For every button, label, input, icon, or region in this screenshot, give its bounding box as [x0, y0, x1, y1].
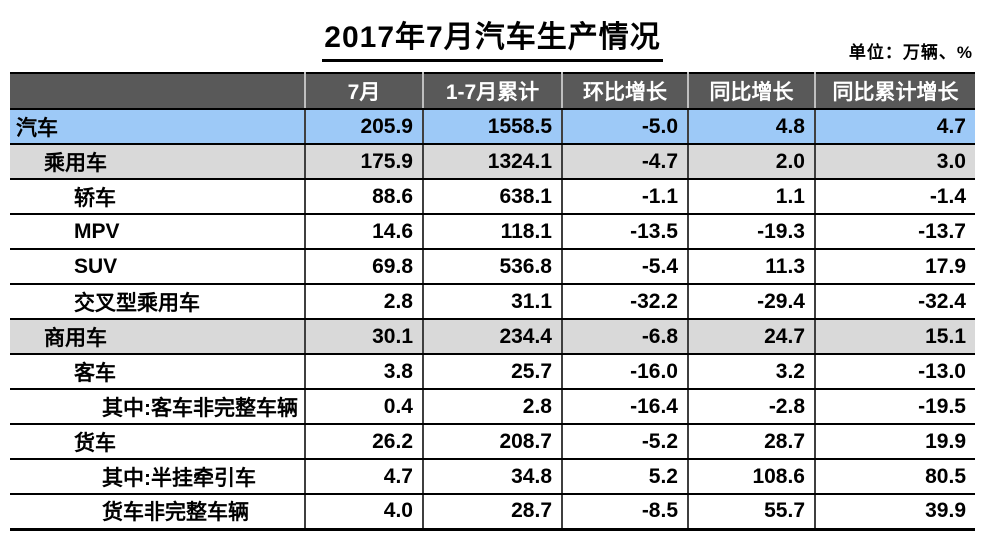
value-cell: 205.9 — [304, 109, 423, 145]
value-cell: -32.2 — [561, 284, 688, 320]
row-label: MPV — [10, 214, 305, 250]
value-cell: -5.2 — [561, 424, 688, 460]
value-cell: 88.6 — [304, 179, 423, 215]
value-cell: 0.4 — [304, 389, 423, 425]
value-cell: -6.8 — [561, 319, 688, 355]
value-cell: 55.7 — [687, 494, 815, 530]
value-cell: -5.4 — [561, 249, 688, 285]
value-cell: -2.8 — [687, 389, 815, 425]
page-title: 2017年7月汽车生产情况 — [322, 12, 663, 62]
value-cell: 28.7 — [687, 424, 815, 460]
row-label: 商用车 — [10, 319, 305, 355]
value-cell: -16.4 — [561, 389, 688, 425]
header-cell-yoy-cumulative-growth: 同比累计增长 — [814, 73, 975, 110]
value-cell: -13.5 — [561, 214, 688, 250]
value-cell: 80.5 — [814, 459, 975, 495]
table-row: 其中:客车非完整车辆 0.4 2.8 -16.4 -2.8 -19.5 — [10, 389, 975, 425]
table-row: 货车非完整车辆 4.0 28.7 -8.5 55.7 39.9 — [10, 494, 975, 530]
header-row: 7月 1-7月累计 环比增长 同比增长 同比累计增长 — [10, 73, 975, 110]
value-cell: -16.0 — [561, 354, 688, 390]
value-cell: 4.7 — [304, 459, 423, 495]
value-cell: 30.1 — [304, 319, 423, 355]
value-cell: 17.9 — [814, 249, 975, 285]
table-row: SUV 69.8 536.8 -5.4 11.3 17.9 — [10, 249, 975, 285]
value-cell: 4.0 — [304, 494, 423, 530]
value-cell: 4.8 — [687, 109, 815, 145]
value-cell: 25.7 — [422, 354, 562, 390]
value-cell: 3.2 — [687, 354, 815, 390]
value-cell: -13.0 — [814, 354, 975, 390]
header-cell-category — [10, 73, 305, 110]
production-table-body: 汽车 205.9 1558.5 -5.0 4.8 4.7 乘用车 175.9 1324.1 -4.… — [10, 109, 975, 530]
table-row: 乘用车 175.9 1324.1 -4.7 2.0 3.0 — [10, 144, 975, 180]
value-cell: -5.0 — [561, 109, 688, 145]
row-label: 其中:客车非完整车辆 — [10, 389, 305, 425]
value-cell: 234.4 — [422, 319, 562, 355]
value-cell: 1324.1 — [422, 144, 562, 180]
value-cell: 3.8 — [304, 354, 423, 390]
header-cell-cumulative: 1-7月累计 — [422, 73, 562, 110]
value-cell: 2.8 — [422, 389, 562, 425]
value-cell: 28.7 — [422, 494, 562, 530]
row-label: 货车非完整车辆 — [10, 494, 305, 530]
table-row: MPV 14.6 118.1 -13.5 -19.3 -13.7 — [10, 214, 975, 250]
row-label: SUV — [10, 249, 305, 285]
table-row: 汽车 205.9 1558.5 -5.0 4.8 4.7 — [10, 109, 975, 145]
value-cell: 11.3 — [687, 249, 815, 285]
value-cell: -32.4 — [814, 284, 975, 320]
production-table: 7月 1-7月累计 环比增长 同比增长 同比累计增长 汽车 205.9 1558.5… — [10, 72, 975, 531]
value-cell: 118.1 — [422, 214, 562, 250]
value-cell: 638.1 — [422, 179, 562, 215]
header-cell-mom-growth: 环比增长 — [561, 73, 688, 110]
row-label: 汽车 — [10, 109, 305, 145]
value-cell: 175.9 — [304, 144, 423, 180]
row-label: 轿车 — [10, 179, 305, 215]
table-row: 货车 26.2 208.7 -5.2 28.7 19.9 — [10, 424, 975, 460]
row-label: 乘用车 — [10, 144, 305, 180]
value-cell: -29.4 — [687, 284, 815, 320]
table-row: 客车 3.8 25.7 -16.0 3.2 -13.0 — [10, 354, 975, 390]
value-cell: 19.9 — [814, 424, 975, 460]
header-cell-july: 7月 — [304, 73, 423, 110]
value-cell: 536.8 — [422, 249, 562, 285]
value-cell: 4.7 — [814, 109, 975, 145]
value-cell: 31.1 — [422, 284, 562, 320]
value-cell: 26.2 — [304, 424, 423, 460]
table-header: 7月 1-7月累计 环比增长 同比增长 同比累计增长 — [10, 73, 975, 110]
value-cell: 39.9 — [814, 494, 975, 530]
header-cell-yoy-growth: 同比增长 — [687, 73, 815, 110]
value-cell: 15.1 — [814, 319, 975, 355]
value-cell: -8.5 — [561, 494, 688, 530]
value-cell: 3.0 — [814, 144, 975, 180]
value-cell: -1.1 — [561, 179, 688, 215]
title-container: 2017年7月汽车生产情况 — [0, 12, 985, 62]
value-cell: 69.8 — [304, 249, 423, 285]
value-cell: -4.7 — [561, 144, 688, 180]
value-cell: -1.4 — [814, 179, 975, 215]
value-cell: 24.7 — [687, 319, 815, 355]
table-row: 轿车 88.6 638.1 -1.1 1.1 -1.4 — [10, 179, 975, 215]
value-cell: -19.3 — [687, 214, 815, 250]
value-cell: 108.6 — [687, 459, 815, 495]
value-cell: 5.2 — [561, 459, 688, 495]
value-cell: -19.5 — [814, 389, 975, 425]
value-cell: -13.7 — [814, 214, 975, 250]
row-label: 客车 — [10, 354, 305, 390]
value-cell: 14.6 — [304, 214, 423, 250]
value-cell: 1.1 — [687, 179, 815, 215]
value-cell: 208.7 — [422, 424, 562, 460]
row-label: 交叉型乘用车 — [10, 284, 305, 320]
table-row: 交叉型乘用车 2.8 31.1 -32.2 -29.4 -32.4 — [10, 284, 975, 320]
unit-note: 单位：万辆、% — [848, 43, 973, 62]
value-cell: 2.0 — [687, 144, 815, 180]
value-cell: 1558.5 — [422, 109, 562, 145]
table-row: 商用车 30.1 234.4 -6.8 24.7 15.1 — [10, 319, 975, 355]
row-label: 货车 — [10, 424, 305, 460]
row-label: 其中:半挂牵引车 — [10, 459, 305, 495]
value-cell: 34.8 — [422, 459, 562, 495]
table-row: 其中:半挂牵引车 4.7 34.8 5.2 108.6 80.5 — [10, 459, 975, 495]
value-cell: 2.8 — [304, 284, 423, 320]
